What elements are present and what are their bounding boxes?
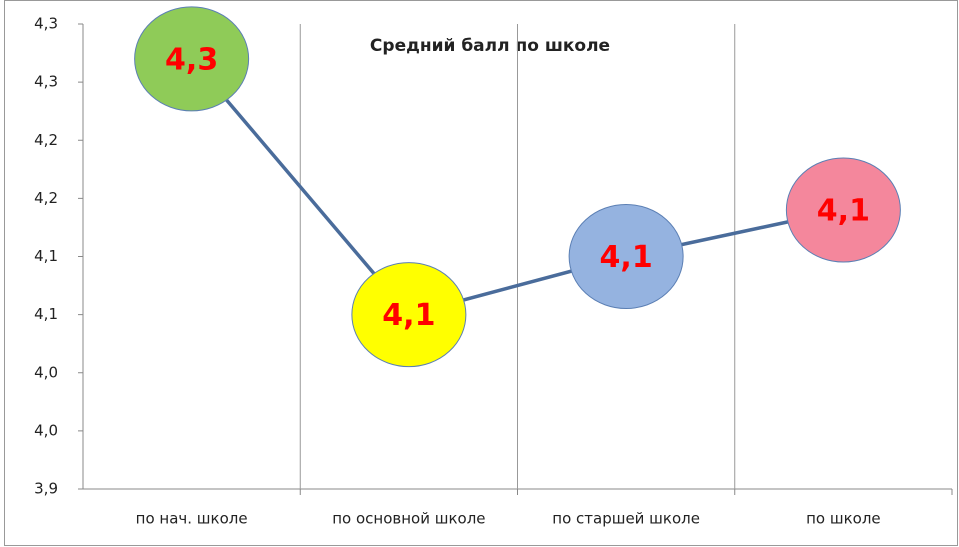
point-marker [351,262,467,368]
y-tick-label: 4,0 [34,363,58,381]
y-tick-label: 4,2 [34,131,58,149]
x-tick-label: по школе [806,510,881,528]
x-tick-label: по основной школе [332,510,485,528]
point-marker [568,204,684,309]
data-label: 4,3 [165,42,218,77]
y-tick-label: 4,2 [34,189,58,207]
chart-title: Средний балл по школе [370,36,610,56]
point-marker [134,6,250,112]
x-tick-label: по нач. школе [136,510,248,528]
y-tick-label: 4,1 [34,305,58,323]
data-label: 4,1 [382,298,435,333]
data-label: 4,1 [600,240,653,275]
y-tick-label: 4,3 [34,15,58,33]
x-tick-label: по старшей школе [552,510,700,528]
y-tick-label: 4,3 [34,73,58,91]
y-tick-label: 4,1 [34,247,58,265]
series-line [190,57,844,317]
y-tick-label: 3,9 [34,480,58,498]
point-marker [785,157,901,263]
y-tick-label: 4,0 [34,421,58,439]
data-label: 4,1 [817,194,870,229]
